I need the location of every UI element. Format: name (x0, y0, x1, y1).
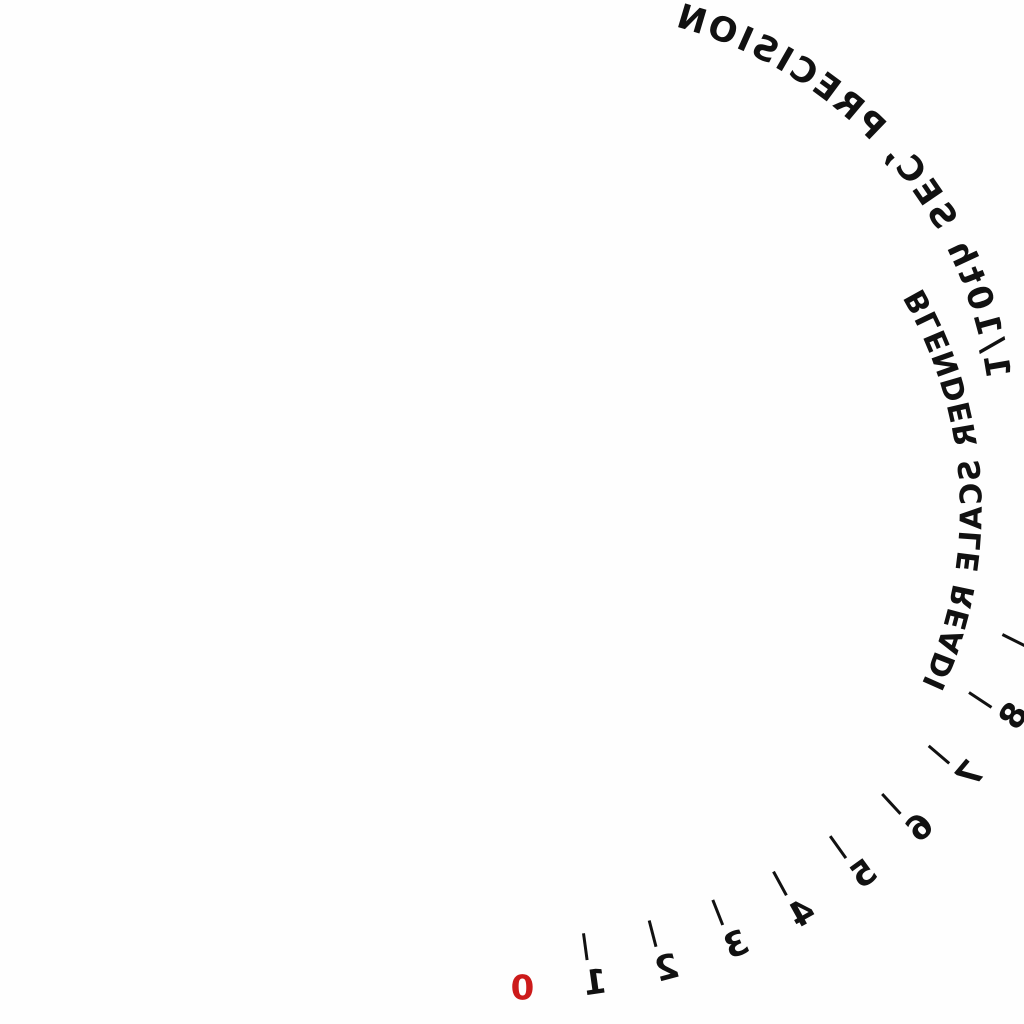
scale-tick (968, 691, 993, 709)
scale-number: 7 (948, 753, 994, 797)
precision-label: 1/10th SEC, PRECISION (670, 0, 1018, 381)
scale-number: 6 (898, 805, 943, 850)
scale-number: 4 (782, 890, 822, 936)
scale-tick (711, 899, 725, 926)
scale-tick (582, 933, 589, 961)
scale-number: 8 (991, 695, 1024, 737)
scale-tick (772, 870, 788, 897)
scale-ticks-group: 01234567890 (510, 633, 1024, 1009)
scale-number: 1 (581, 961, 610, 1004)
scale-reading-label: BLENDER SCALE READING (898, 0, 1024, 698)
scale-tick (881, 792, 902, 815)
scale-tick (828, 835, 848, 859)
scale-tick (1001, 633, 1024, 647)
scale-tick (647, 920, 658, 948)
scale-number: 2 (650, 946, 683, 991)
scale-number: 3 (718, 922, 755, 968)
scale-number: 0 (510, 968, 534, 1008)
scale-tick (927, 744, 951, 765)
scale-number: 5 (842, 851, 885, 897)
